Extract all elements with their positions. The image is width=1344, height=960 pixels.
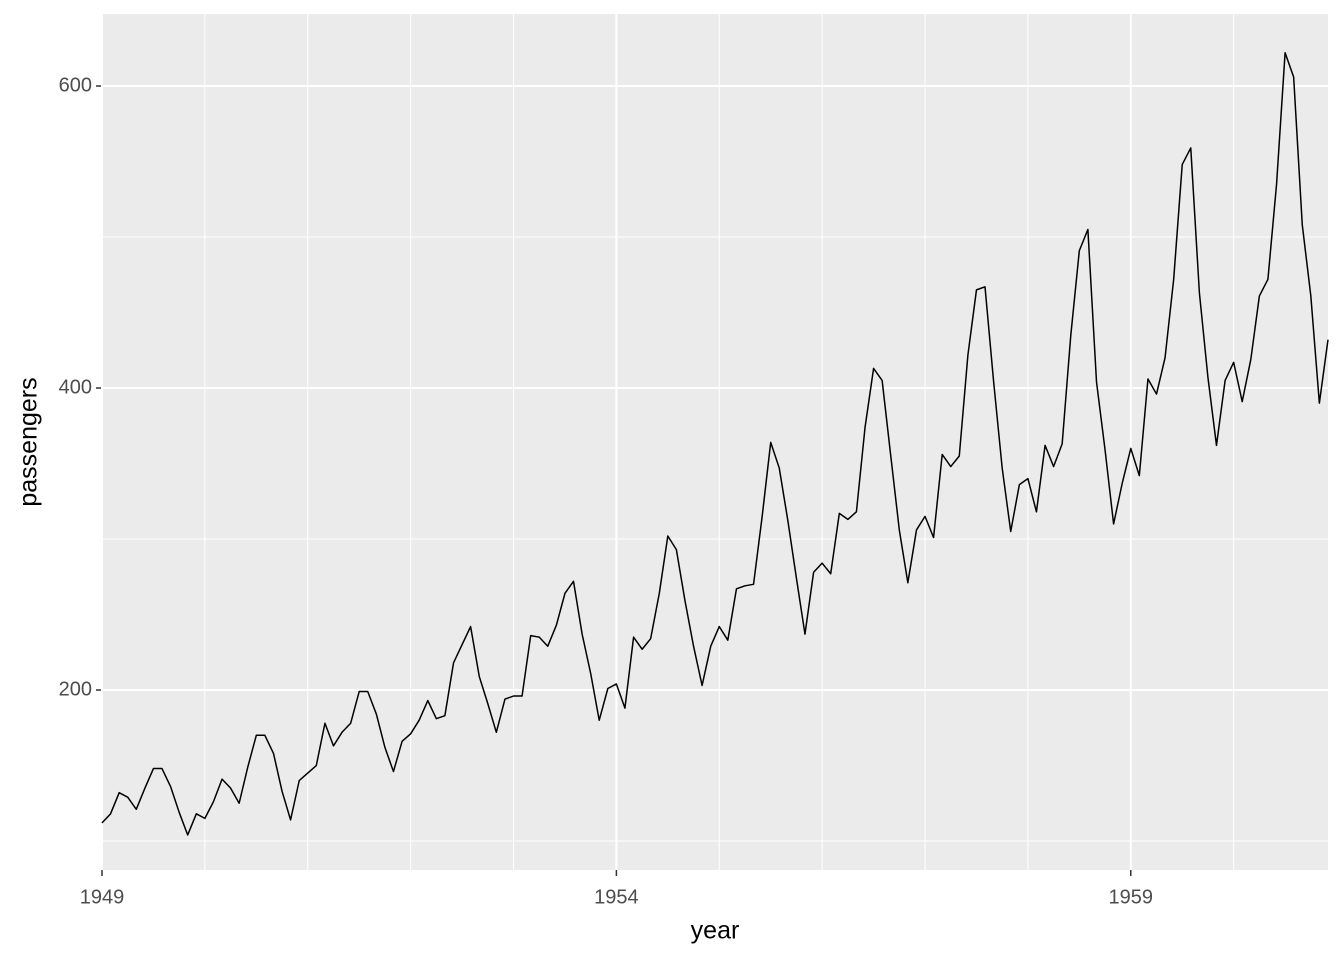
x-tick-label: 1954 [594,886,639,908]
panel [102,14,1328,870]
y-tick-label: 200 [59,678,92,700]
y-tick-label: 400 [59,376,92,398]
data-line [101,52,1329,836]
x-tick-label: 1949 [80,886,125,908]
x-axis-title: year [691,917,740,945]
x-tick-label: 1959 [1109,886,1154,908]
y-tick-label: 600 [59,74,92,96]
y-axis-title: passengers [15,377,43,506]
